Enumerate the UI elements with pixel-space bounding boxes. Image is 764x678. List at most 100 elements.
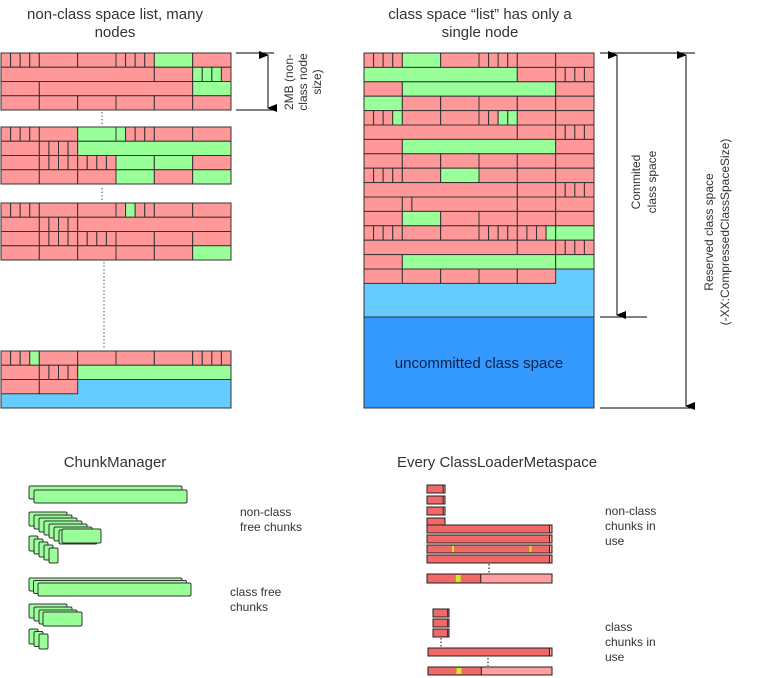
nonclass-node xyxy=(0,126,232,185)
used-block xyxy=(555,196,595,212)
used-block xyxy=(363,254,403,270)
free-block xyxy=(555,254,595,270)
used-block xyxy=(153,66,194,82)
svg-text:class: class xyxy=(605,620,632,634)
used-block xyxy=(0,245,40,261)
used-block xyxy=(516,268,557,284)
chunk-in-use xyxy=(426,495,446,505)
used-block xyxy=(48,231,60,247)
used-block xyxy=(555,124,566,140)
used-block xyxy=(153,245,194,261)
free-block xyxy=(211,66,222,82)
used-block xyxy=(526,225,538,241)
used-block xyxy=(555,167,595,184)
nonclass-node xyxy=(0,202,232,261)
used-block xyxy=(134,52,146,68)
nonclass-title-line1: non-class space list, many xyxy=(27,6,203,23)
free-block xyxy=(497,110,509,126)
free-block xyxy=(115,169,155,185)
used-block xyxy=(153,231,194,247)
free-block xyxy=(153,52,194,68)
used-block xyxy=(38,379,79,395)
classloader-metaspace xyxy=(426,484,553,676)
used-block xyxy=(516,153,557,169)
current-allocation-marker xyxy=(452,546,454,552)
svg-text:non-class: non-class xyxy=(240,505,291,519)
used-block xyxy=(516,66,557,83)
svg-text:class free: class free xyxy=(230,585,282,599)
used-block xyxy=(153,126,194,142)
free-chunk xyxy=(48,547,59,564)
used-block xyxy=(363,239,518,256)
used-block xyxy=(0,66,155,82)
used-block xyxy=(363,167,375,184)
used-block xyxy=(58,140,69,156)
used-block xyxy=(67,155,79,171)
nonclass-title-line2: nodes xyxy=(95,24,136,41)
used-block xyxy=(583,66,595,83)
free-block xyxy=(401,138,557,155)
used-block xyxy=(38,216,50,232)
chunk-used-part xyxy=(426,544,550,554)
chunk-used-part xyxy=(426,506,444,516)
used-block xyxy=(564,182,576,198)
used-block xyxy=(574,239,585,256)
used-block xyxy=(373,52,384,68)
free-block xyxy=(77,140,232,156)
used-block xyxy=(382,225,394,241)
used-block xyxy=(48,364,60,380)
used-block xyxy=(516,239,557,256)
used-block xyxy=(192,202,232,218)
used-block xyxy=(373,225,384,241)
used-block xyxy=(440,110,480,126)
used-block xyxy=(192,126,232,142)
used-block xyxy=(555,81,595,97)
used-block xyxy=(134,202,146,218)
free-block xyxy=(201,66,213,82)
free-block xyxy=(77,364,232,380)
used-block xyxy=(211,350,222,366)
used-block xyxy=(516,210,557,227)
used-block xyxy=(363,81,403,97)
used-block xyxy=(67,216,79,232)
nonclass-node-list xyxy=(0,52,232,409)
used-block xyxy=(29,202,40,218)
free-block xyxy=(192,81,232,97)
nonclass-node-current xyxy=(0,350,232,409)
used-block xyxy=(19,52,31,68)
chunk-used-part xyxy=(426,495,444,505)
chunk-in-use xyxy=(432,618,450,628)
used-block xyxy=(10,350,21,366)
used-block xyxy=(38,350,79,366)
svg-text:(-XX:CompressedClassSpaceSize): (-XX:CompressedClassSpaceSize) xyxy=(718,139,732,326)
chunk-in-use xyxy=(426,506,446,516)
uncommitted-area xyxy=(363,316,595,409)
uncommitted-label: uncommitted class space xyxy=(395,355,563,372)
used-block xyxy=(153,95,194,111)
chunkmanager-title: ChunkManager xyxy=(64,454,167,471)
free-block xyxy=(115,126,127,142)
used-block xyxy=(38,126,79,142)
used-block xyxy=(401,268,442,284)
used-block xyxy=(10,52,21,68)
used-block xyxy=(38,81,194,97)
svg-text:Commited: Commited xyxy=(629,155,643,210)
used-block xyxy=(38,231,50,247)
chunk-in-use xyxy=(426,534,553,544)
used-block xyxy=(363,153,403,169)
used-block xyxy=(478,110,490,126)
used-block xyxy=(38,364,50,380)
used-block xyxy=(363,225,375,241)
svg-text:chunks in: chunks in xyxy=(605,519,656,533)
used-block xyxy=(478,167,518,184)
used-block xyxy=(77,202,117,218)
chunk-in-use xyxy=(426,554,553,564)
used-block xyxy=(373,110,384,126)
free-block xyxy=(192,66,203,82)
free-block xyxy=(125,202,136,218)
used-block xyxy=(115,202,127,218)
class-title-line2: single node xyxy=(442,24,519,41)
free-chunk xyxy=(37,582,192,597)
node-size-label: 2MB (non- class node size) xyxy=(282,53,324,111)
node-border xyxy=(363,52,595,409)
